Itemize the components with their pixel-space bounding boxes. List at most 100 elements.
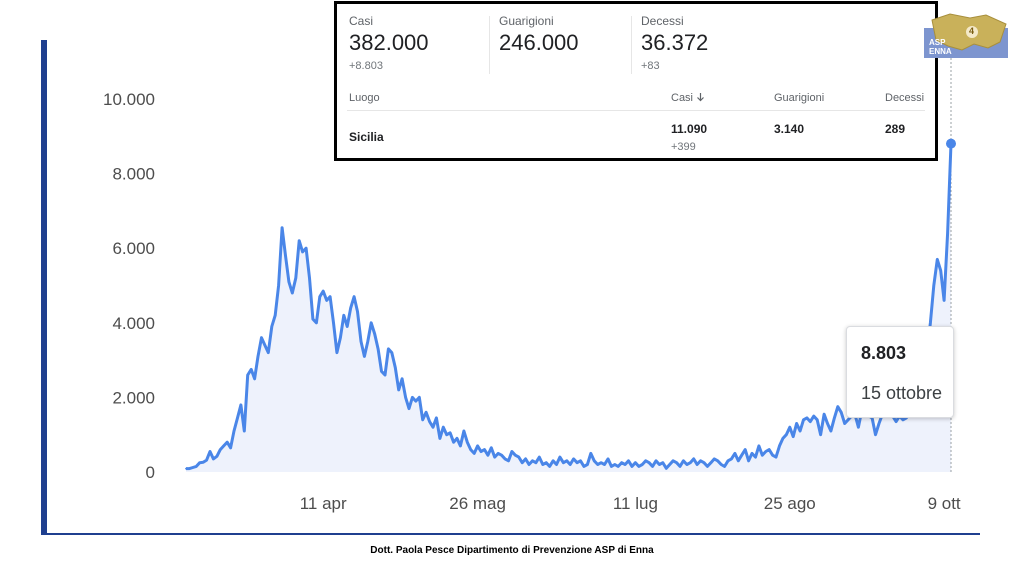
- data-point: [648, 461, 650, 464]
- data-point: [782, 437, 784, 440]
- data-point: [401, 377, 403, 380]
- data-point: [250, 368, 253, 371]
- data-point: [730, 458, 733, 460]
- data-point: [576, 461, 578, 464]
- data-point: [830, 430, 832, 432]
- stat-deaths-delta: +83: [641, 60, 660, 72]
- data-point: [699, 459, 702, 462]
- data-point: [593, 459, 596, 462]
- data-point: [840, 411, 843, 414]
- data-point: [222, 445, 225, 447]
- data-point: [480, 450, 482, 453]
- data-point: [771, 454, 774, 457]
- sort-arrow-down-icon: [697, 93, 705, 102]
- logo-badge: 4: [969, 26, 975, 36]
- data-point: [469, 448, 472, 451]
- data-point: [449, 431, 451, 434]
- row-cases-delta: +399: [671, 141, 696, 153]
- data-point: [325, 299, 328, 302]
- stat-cases: Casi 382.000 +8.803: [349, 14, 429, 72]
- data-point: [264, 344, 266, 347]
- data-point: [428, 420, 431, 423]
- data-point: [432, 426, 434, 429]
- data-point: [651, 465, 654, 468]
- data-point: [483, 448, 486, 451]
- data-point: [545, 461, 548, 464]
- data-point: [627, 459, 630, 462]
- data-point: [339, 336, 342, 339]
- data-point: [607, 458, 609, 460]
- data-point: [294, 277, 297, 279]
- data-point: [559, 456, 561, 458]
- data-point: [291, 292, 294, 294]
- data-point: [360, 340, 362, 343]
- data-point: [812, 415, 815, 417]
- data-point: [902, 418, 904, 421]
- data-point: [795, 422, 798, 425]
- data-point: [459, 445, 462, 447]
- data-point: [456, 437, 458, 440]
- data-point: [740, 454, 743, 457]
- header-cases[interactable]: Casi: [671, 92, 705, 104]
- header-cases-label: Casi: [671, 92, 694, 104]
- data-point: [439, 437, 441, 440]
- data-point: [288, 280, 290, 283]
- series-points: [185, 142, 952, 470]
- data-point: [226, 441, 229, 444]
- x-tick-label: 11 apr: [300, 494, 347, 513]
- data-point: [809, 420, 812, 423]
- data-point: [493, 456, 496, 458]
- data-point: [737, 459, 740, 462]
- data-point: [511, 450, 513, 453]
- data-point: [192, 466, 194, 469]
- data-point: [692, 458, 695, 460]
- data-point: [284, 254, 287, 257]
- data-point: [243, 430, 246, 432]
- data-point: [600, 461, 602, 464]
- x-tick-label: 11 lug: [613, 494, 658, 513]
- x-tick-label: 9 ott: [928, 494, 961, 513]
- table-divider: [347, 110, 925, 111]
- series-area-fill: [186, 143, 951, 472]
- data-point: [531, 459, 534, 462]
- data-point: [583, 465, 585, 468]
- data-point: [778, 445, 781, 447]
- y-tick-label: 8.000: [112, 165, 155, 184]
- data-point: [281, 226, 283, 229]
- data-point: [727, 459, 729, 462]
- data-point: [233, 430, 235, 432]
- data-point: [775, 456, 777, 458]
- data-point: [696, 463, 698, 466]
- data-point: [637, 465, 640, 468]
- data-point: [366, 340, 369, 343]
- header-recovered[interactable]: Guarigioni: [774, 92, 825, 104]
- row-place[interactable]: Sicilia: [349, 130, 384, 144]
- data-point: [216, 455, 218, 458]
- data-point: [658, 463, 661, 466]
- data-point: [514, 454, 517, 457]
- stat-recovered: Guarigioni 246.000: [499, 14, 579, 56]
- stat-recovered-label: Guarigioni: [499, 14, 554, 28]
- header-deaths[interactable]: Decessi: [885, 92, 925, 104]
- data-point: [308, 277, 311, 279]
- logo-text: ASP ENNA: [929, 38, 952, 56]
- data-point: [349, 307, 352, 309]
- data-point: [624, 463, 626, 466]
- data-point: [833, 417, 836, 419]
- highlight-point[interactable]: [946, 138, 956, 149]
- data-point: [185, 467, 187, 470]
- data-point: [394, 366, 397, 369]
- data-point: [188, 467, 191, 470]
- divider: [489, 16, 490, 74]
- data-point: [517, 456, 520, 458]
- y-tick-label: 0: [146, 463, 155, 482]
- data-point: [229, 446, 232, 449]
- data-point: [315, 321, 318, 324]
- data-point: [682, 459, 685, 462]
- data-point: [747, 459, 750, 462]
- data-point: [788, 426, 791, 429]
- data-point: [613, 463, 616, 466]
- data-point: [548, 465, 551, 468]
- summary-panel: Casi 382.000 +8.803 Guarigioni 246.000 D…: [334, 1, 938, 161]
